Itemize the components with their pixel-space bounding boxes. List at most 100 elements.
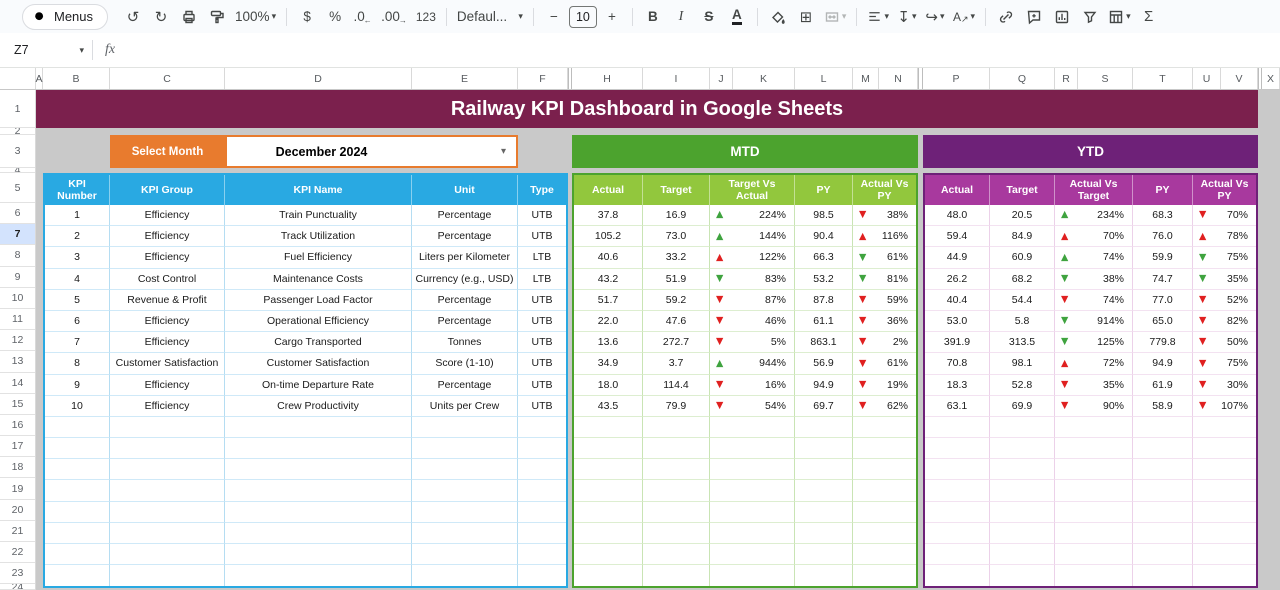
kpi-name-cell[interactable]: Operational Efficiency — [225, 310, 412, 333]
ytd-actual-vs-py-cell[interactable]: ▼ 75% — [1193, 247, 1256, 269]
row-header-4[interactable]: 4 — [0, 168, 35, 173]
column-header-H[interactable]: H — [572, 68, 643, 89]
strikethrough-button[interactable]: S — [696, 4, 722, 30]
empty-cell[interactable] — [45, 438, 110, 460]
kpi-type-cell[interactable]: UTB — [518, 395, 566, 417]
empty-cell[interactable] — [1133, 459, 1193, 481]
formula-input[interactable] — [125, 33, 1280, 67]
kpi-number-cell[interactable]: 8 — [45, 353, 110, 375]
ytd-actual-vs-py-cell[interactable]: ▼ 70% — [1193, 205, 1256, 227]
dashboard-title[interactable]: Railway KPI Dashboard in Google Sheets — [36, 90, 1258, 128]
empty-cell[interactable] — [925, 544, 990, 566]
column-header-cell[interactable]: KPI Group — [110, 175, 225, 205]
row-header-13[interactable]: 13 — [0, 351, 35, 373]
mtd-target-cell[interactable]: 79.9 — [643, 395, 710, 417]
kpi-unit-cell[interactable]: Percentage — [412, 310, 518, 333]
empty-cell[interactable] — [1055, 438, 1133, 460]
kpi-group-cell[interactable]: Efficiency — [110, 247, 225, 269]
horizontal-align-button[interactable]: ▾ — [864, 4, 892, 30]
empty-cell[interactable] — [1133, 438, 1193, 460]
ytd-actual-cell[interactable]: 59.4 — [925, 226, 990, 248]
mtd-target-cell[interactable]: 47.6 — [643, 310, 710, 333]
column-header-cell[interactable]: Actual Vs Target — [1055, 175, 1133, 205]
ytd-py-cell[interactable]: 77.0 — [1133, 289, 1193, 311]
mtd-py-cell[interactable]: 87.8 — [795, 289, 853, 311]
empty-cell[interactable] — [643, 416, 710, 439]
empty-cell[interactable] — [1133, 480, 1193, 502]
ytd-target-cell[interactable]: 5.8 — [990, 310, 1055, 333]
empty-cell[interactable] — [710, 501, 795, 523]
mtd-target-cell[interactable]: 3.7 — [643, 353, 710, 375]
kpi-name-cell[interactable]: Crew Productivity — [225, 395, 412, 417]
empty-cell[interactable] — [518, 416, 566, 439]
kpi-type-cell[interactable]: LTB — [518, 247, 566, 269]
bold-button[interactable]: B — [640, 4, 666, 30]
row-header-8[interactable]: 8 — [0, 245, 35, 267]
empty-cell[interactable] — [225, 438, 412, 460]
column-header-cell[interactable]: PY — [1133, 175, 1193, 205]
empty-cell[interactable] — [1193, 565, 1256, 587]
mtd-target-vs-actual-cell[interactable]: ▼ 87% — [710, 289, 795, 311]
percent-format-button[interactable]: % — [322, 4, 348, 30]
mtd-actual-vs-py-cell[interactable]: ▼ 36% — [853, 310, 916, 333]
ytd-actual-cell[interactable]: 63.1 — [925, 395, 990, 417]
row-header-19[interactable]: 19 — [0, 478, 35, 500]
mtd-actual-vs-py-cell[interactable]: ▼ 2% — [853, 332, 916, 354]
empty-cell[interactable] — [1133, 522, 1193, 544]
empty-cell[interactable] — [412, 544, 518, 566]
mtd-banner[interactable]: MTD — [572, 135, 918, 168]
kpi-group-cell[interactable]: Efficiency — [110, 332, 225, 354]
column-header-J[interactable]: J — [710, 68, 733, 89]
kpi-number-cell[interactable]: 9 — [45, 374, 110, 396]
empty-cell[interactable] — [225, 544, 412, 566]
ytd-target-cell[interactable]: 68.2 — [990, 268, 1055, 290]
empty-cell[interactable] — [710, 522, 795, 544]
empty-cell[interactable] — [853, 438, 916, 460]
kpi-group-cell[interactable]: Efficiency — [110, 205, 225, 227]
mtd-actual-vs-py-cell[interactable]: ▼ 61% — [853, 247, 916, 269]
empty-cell[interactable] — [412, 501, 518, 523]
kpi-unit-cell[interactable]: Tonnes — [412, 332, 518, 354]
empty-cell[interactable] — [574, 522, 643, 544]
ytd-actual-vs-target-cell[interactable]: ▼ 90% — [1055, 395, 1133, 417]
column-header-R[interactable]: R — [1055, 68, 1078, 89]
mtd-actual-cell[interactable]: 18.0 — [574, 374, 643, 396]
ytd-actual-cell[interactable]: 44.9 — [925, 247, 990, 269]
ytd-target-cell[interactable]: 20.5 — [990, 205, 1055, 227]
empty-cell[interactable] — [643, 438, 710, 460]
empty-cell[interactable] — [710, 480, 795, 502]
kpi-unit-cell[interactable]: Percentage — [412, 205, 518, 227]
empty-cell[interactable] — [795, 438, 853, 460]
column-header-cell[interactable]: Type — [518, 175, 566, 205]
empty-cell[interactable] — [1193, 480, 1256, 502]
merge-cells-button[interactable]: ▾ — [821, 4, 850, 30]
column-header-A[interactable]: A — [36, 68, 43, 89]
kpi-name-cell[interactable]: Maintenance Costs — [225, 268, 412, 290]
empty-cell[interactable] — [990, 501, 1055, 523]
mtd-target-cell[interactable]: 73.0 — [643, 226, 710, 248]
mtd-actual-vs-py-cell[interactable]: ▼ 19% — [853, 374, 916, 396]
increase-font-size-button[interactable]: + — [599, 4, 625, 30]
empty-cell[interactable] — [643, 565, 710, 587]
kpi-unit-cell[interactable]: Liters per Kilometer — [412, 247, 518, 269]
column-header-I[interactable]: I — [643, 68, 710, 89]
insert-chart-button[interactable] — [1049, 4, 1075, 30]
mtd-target-cell[interactable]: 272.7 — [643, 332, 710, 354]
zoom-select[interactable]: 100% ▾ — [232, 4, 279, 30]
kpi-name-cell[interactable]: Track Utilization — [225, 226, 412, 248]
ytd-target-cell[interactable]: 60.9 — [990, 247, 1055, 269]
empty-cell[interactable] — [45, 565, 110, 587]
mtd-target-vs-actual-cell[interactable]: ▲ 944% — [710, 353, 795, 375]
empty-cell[interactable] — [853, 522, 916, 544]
kpi-type-cell[interactable]: UTB — [518, 332, 566, 354]
kpi-name-cell[interactable]: Passenger Load Factor — [225, 289, 412, 311]
empty-cell[interactable] — [574, 480, 643, 502]
empty-cell[interactable] — [853, 501, 916, 523]
empty-cell[interactable] — [925, 416, 990, 439]
empty-cell[interactable] — [710, 544, 795, 566]
empty-cell[interactable] — [518, 501, 566, 523]
kpi-group-cell[interactable]: Revenue & Profit — [110, 289, 225, 311]
row-header-20[interactable]: 20 — [0, 500, 35, 521]
currency-format-button[interactable]: $ — [294, 4, 320, 30]
row-header-24[interactable]: 24 — [0, 584, 35, 590]
